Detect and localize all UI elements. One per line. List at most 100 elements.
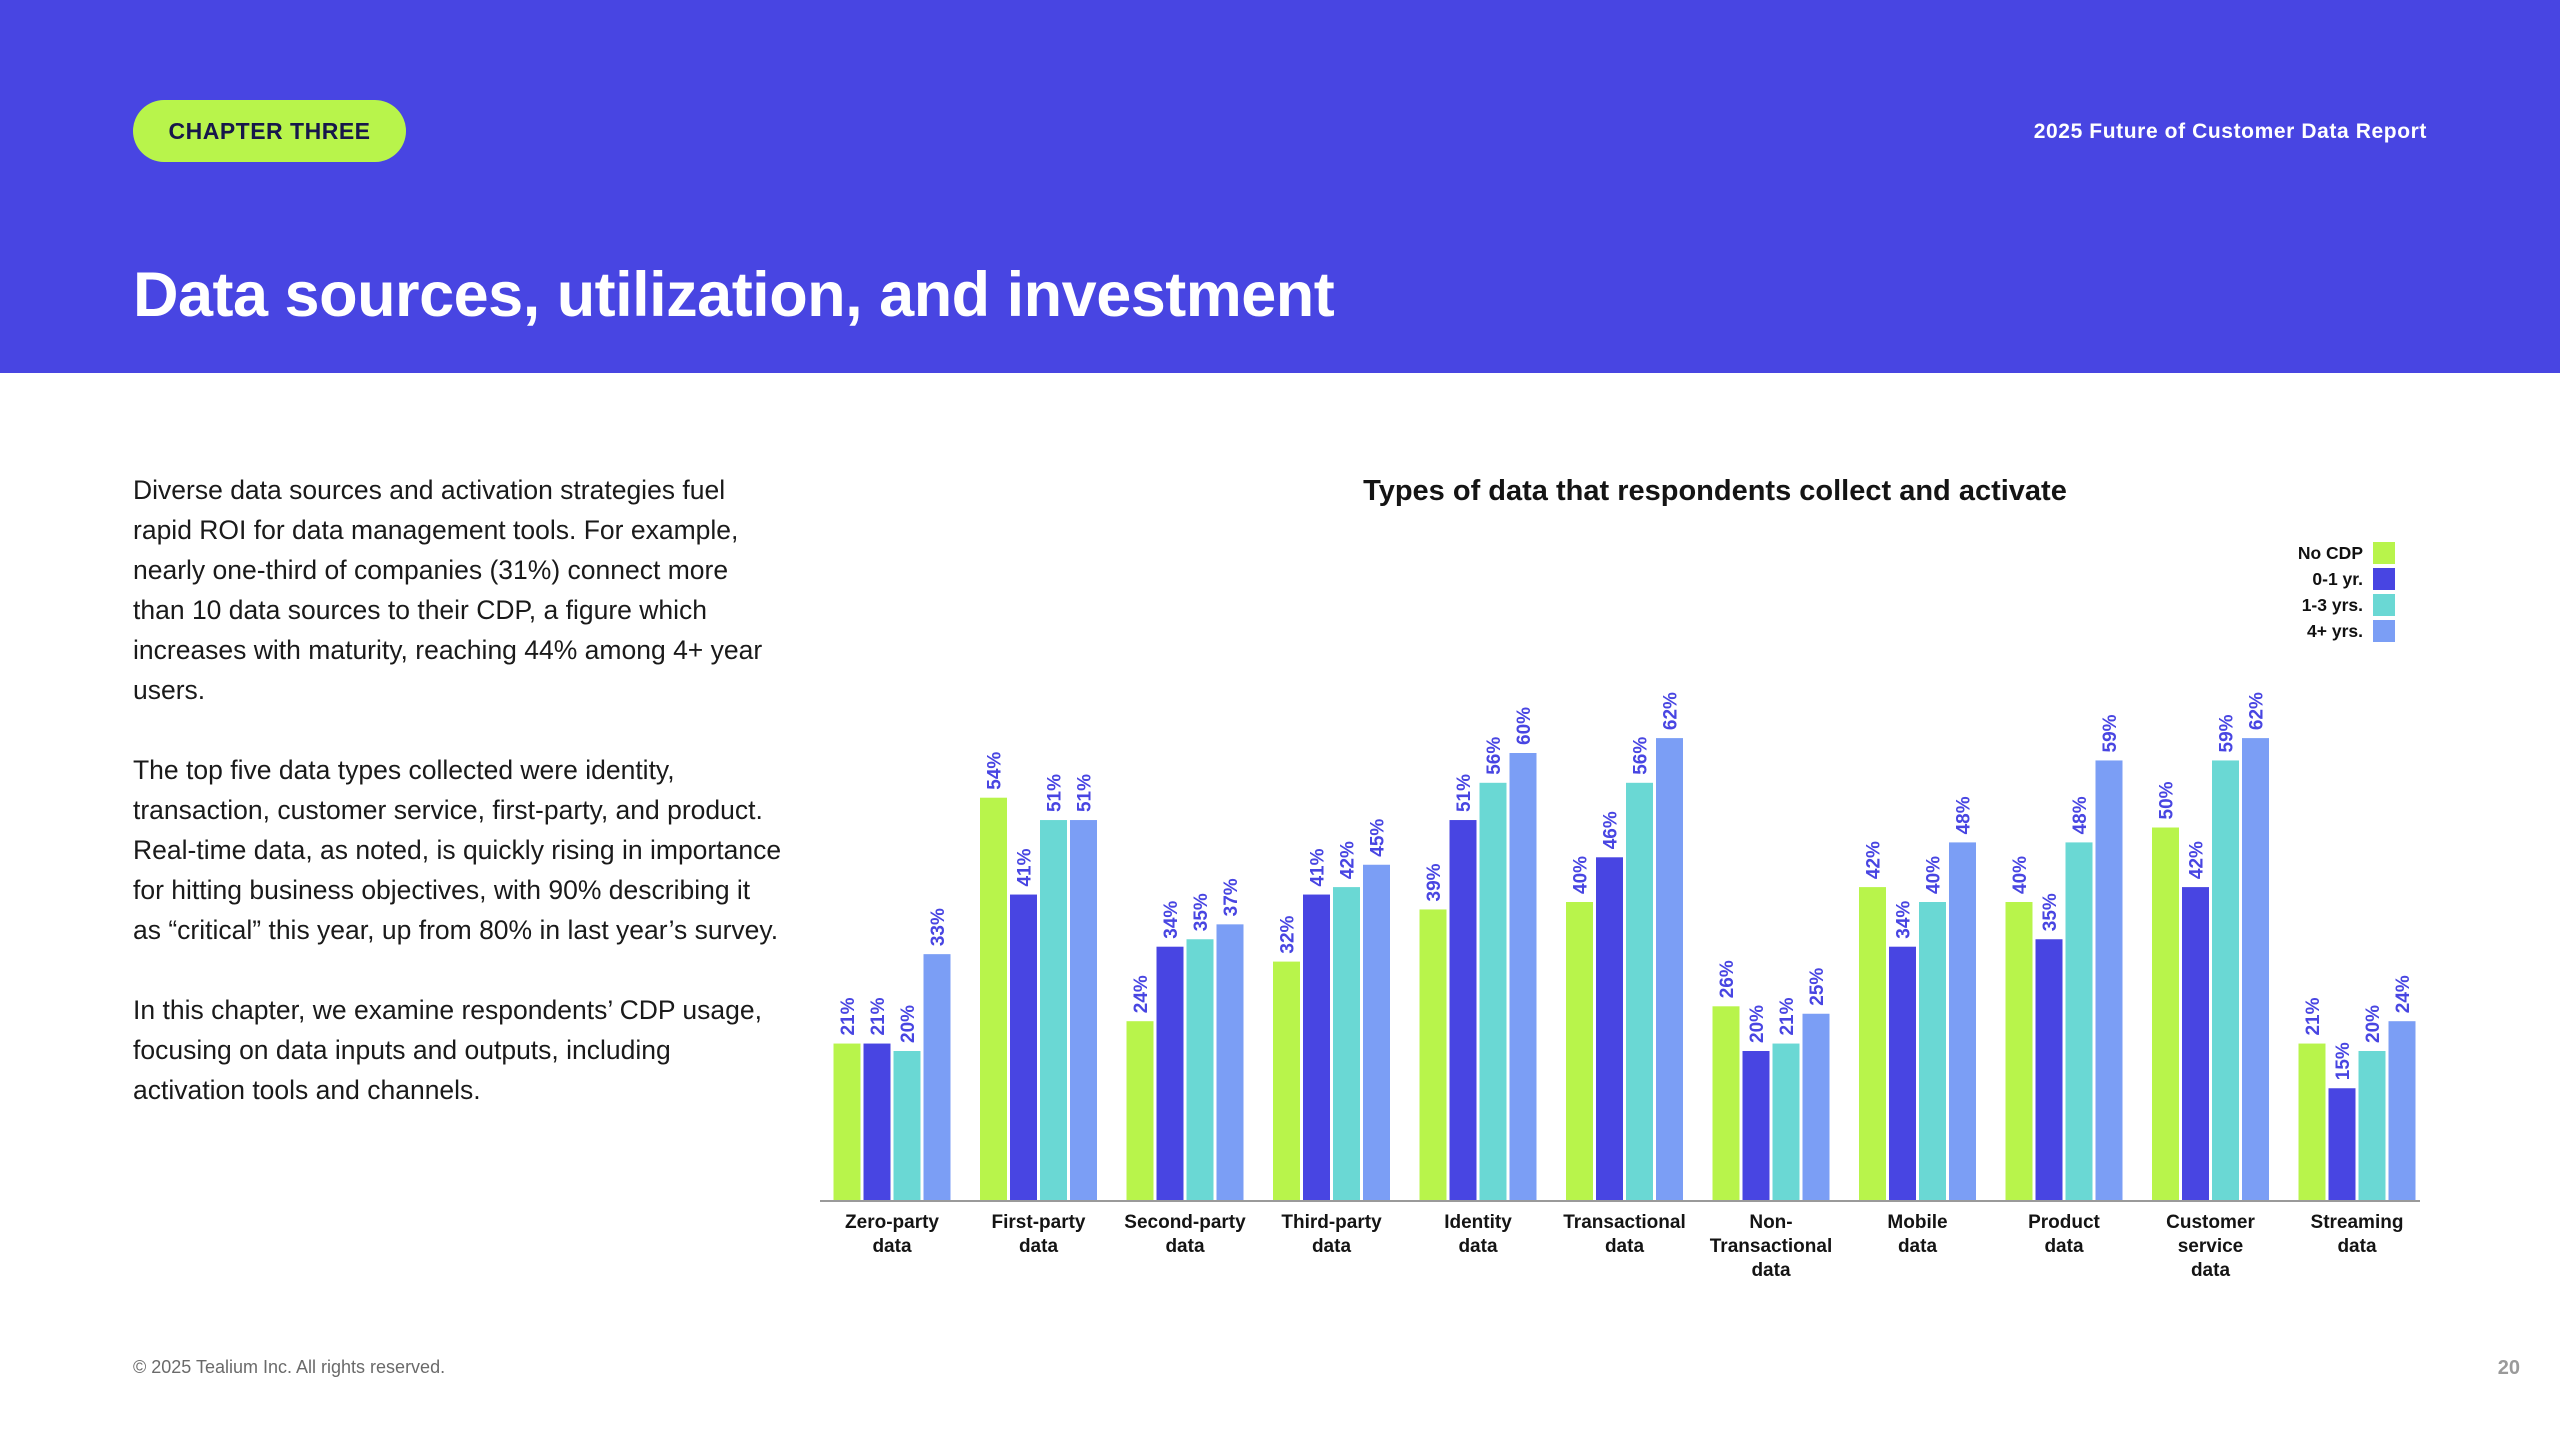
bar (1949, 842, 1976, 1200)
bar (2152, 827, 2179, 1200)
bar (863, 1043, 891, 1200)
data-label: 51% (1075, 774, 1096, 812)
data-label: 40% (2010, 856, 2031, 894)
legend-label: 4+ yrs. (2307, 620, 2363, 641)
category-label: Streaming data (2311, 1212, 2404, 1257)
bar (1333, 887, 1360, 1200)
chapter-badge: CHAPTER THREE (133, 100, 406, 162)
bar (2005, 902, 2033, 1200)
chart-legend: No CDP 0-1 yr. 1-3 yrs. 4+ yrs. (2298, 540, 2395, 644)
bar (1156, 946, 1184, 1200)
bar (1859, 887, 1886, 1200)
bar (1919, 902, 1946, 1200)
category-label: Customer service data (2166, 1212, 2255, 1281)
bar (2298, 1043, 2326, 1200)
legend-item: 4+ yrs. (2298, 618, 2395, 644)
header-banner: CHAPTER THREE 2025 Future of Customer Da… (0, 0, 2560, 373)
bar (1040, 820, 1067, 1200)
data-label: 34% (1894, 901, 1915, 939)
bar (1419, 909, 1447, 1200)
data-label: 41% (1308, 848, 1329, 886)
data-label: 59% (2100, 714, 2121, 752)
category-label: Mobile data (1887, 1212, 1947, 1257)
category-label: First-party data (992, 1212, 1086, 1257)
bar (1772, 1043, 1800, 1200)
page-number: 20 (2497, 1357, 2520, 1379)
data-label: 35% (1191, 893, 1212, 931)
data-label: 54% (985, 752, 1006, 790)
bar (923, 954, 951, 1200)
data-label: 45% (1368, 819, 1389, 857)
bar (1303, 894, 1330, 1200)
legend-label: 0-1 yr. (2312, 568, 2363, 589)
paragraph: The top five data types collected were i… (133, 755, 782, 945)
bar (2358, 1051, 2386, 1200)
data-label: 48% (1954, 796, 1975, 834)
category-label: Non-Transactional data (1710, 1212, 1833, 1281)
bar (1626, 782, 1653, 1200)
bar (2182, 887, 2209, 1200)
bar (1479, 782, 1507, 1200)
data-label: 20% (2363, 1005, 2384, 1043)
bar (1273, 961, 1300, 1200)
bar (2095, 760, 2123, 1200)
data-label: 59% (2217, 714, 2238, 752)
bar (1889, 946, 1916, 1200)
data-label: 48% (2070, 796, 2091, 834)
bar (1216, 924, 1244, 1200)
data-label: 33% (928, 908, 949, 946)
bar (1509, 753, 1537, 1200)
bar (1449, 820, 1477, 1200)
data-label: 20% (1747, 1005, 1768, 1043)
bar (893, 1051, 921, 1200)
legend-item: No CDP (2298, 540, 2395, 566)
legend-swatch (2373, 568, 2395, 590)
legend-label: No CDP (2297, 542, 2363, 563)
bar (1010, 894, 1037, 1200)
data-label: 40% (1571, 856, 1592, 894)
bar (2212, 760, 2239, 1200)
data-label: 24% (2393, 975, 2414, 1013)
data-label: 21% (838, 997, 859, 1035)
data-label: 56% (1631, 737, 1652, 775)
bar (2035, 939, 2063, 1200)
legend-item: 0-1 yr. (2298, 566, 2395, 592)
data-label: 40% (1924, 856, 1945, 894)
data-label: 21% (2303, 997, 2324, 1035)
category-label: Third-party data (1281, 1212, 1382, 1257)
data-label: 20% (898, 1005, 919, 1043)
paragraph: In this chapter, we examine respondents’… (133, 995, 762, 1105)
data-label: 37% (1221, 878, 1242, 916)
data-label: 26% (1717, 960, 1738, 998)
data-label: 25% (1807, 968, 1828, 1006)
legend-swatch (2373, 620, 2395, 642)
bar (980, 797, 1007, 1200)
copyright-text: © 2025 Tealium Inc. All rights reserved. (133, 1357, 446, 1377)
paragraph: Diverse data sources and activation stra… (133, 475, 763, 705)
data-label: 35% (2040, 893, 2061, 931)
category-label: Identity data (1444, 1212, 1512, 1257)
data-label: 21% (1777, 997, 1798, 1035)
data-label: 21% (868, 997, 889, 1035)
data-label: 39% (1424, 863, 1445, 901)
chart-title: Types of data that respondents collect a… (1363, 475, 2067, 507)
category-label: Transactional data (1563, 1212, 1686, 1257)
legend-item: 1-3 yrs. (2298, 592, 2395, 618)
page-title: Data sources, utilization, and investmen… (133, 260, 1335, 330)
data-label: 60% (1514, 707, 1535, 745)
category-label: Second-party data (1124, 1212, 1246, 1257)
intro-text: Diverse data sources and activation stra… (133, 470, 783, 1150)
data-label: 50% (2157, 781, 2178, 819)
bar (1712, 1006, 1740, 1200)
data-label: 24% (1131, 975, 1152, 1013)
legend-label: 1-3 yrs. (2301, 594, 2363, 615)
data-label: 32% (1278, 915, 1299, 953)
bar (2242, 738, 2269, 1200)
bar (2328, 1088, 2356, 1200)
bar (1070, 820, 1097, 1200)
bar (1126, 1021, 1154, 1200)
data-label: 46% (1601, 811, 1622, 849)
data-label: 42% (1338, 841, 1359, 879)
bar (1596, 857, 1623, 1200)
